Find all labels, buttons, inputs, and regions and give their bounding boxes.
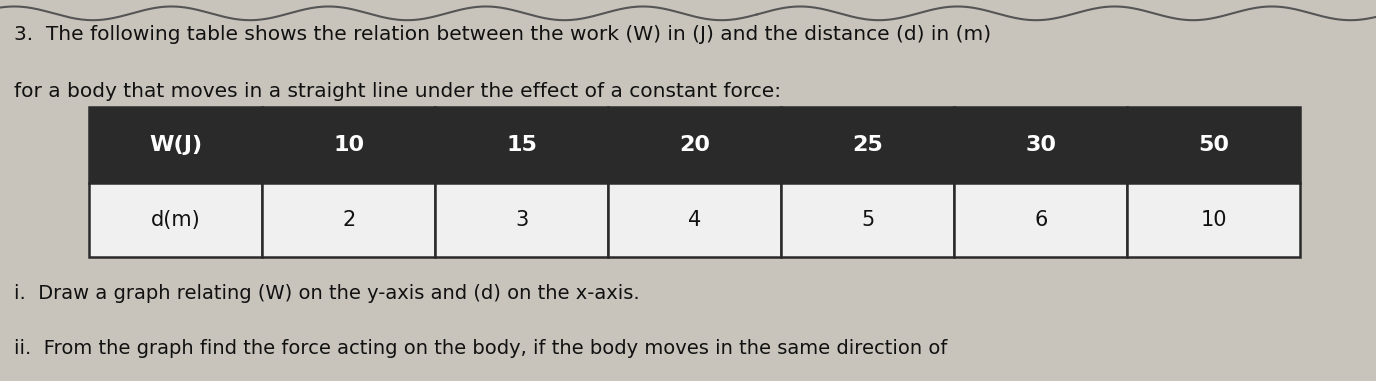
Bar	[782, 183, 955, 257]
Bar	[1127, 107, 1300, 183]
Text: 6: 6	[1035, 210, 1047, 230]
Bar	[1127, 183, 1300, 257]
Text: 15: 15	[506, 135, 538, 155]
Text: ii.  From the graph find the force acting on the body, if the body moves in the : ii. From the graph find the force acting…	[14, 339, 947, 358]
Bar	[435, 183, 608, 257]
Text: 4: 4	[688, 210, 702, 230]
Text: i.  Draw a graph relating (W) on the y-axis and (d) on the x-axis.: i. Draw a graph relating (W) on the y-ax…	[14, 284, 640, 303]
Bar	[608, 107, 782, 183]
Text: 10: 10	[1201, 210, 1227, 230]
Text: 25: 25	[853, 135, 883, 155]
Bar	[955, 107, 1127, 183]
Text: 3.  The following table shows the relation between the work (W) in (J) and the d: 3. The following table shows the relatio…	[14, 25, 991, 44]
Bar	[263, 183, 435, 257]
Bar	[89, 183, 263, 257]
Text: 3: 3	[515, 210, 528, 230]
Text: for a body that moves in a straight line under the effect of a constant force:: for a body that moves in a straight line…	[14, 82, 782, 101]
Text: 20: 20	[680, 135, 710, 155]
Bar	[955, 183, 1127, 257]
Bar	[263, 107, 435, 183]
Bar	[608, 183, 782, 257]
Bar	[89, 107, 263, 183]
Text: 50: 50	[1198, 135, 1229, 155]
Bar	[782, 107, 955, 183]
Text: d(m): d(m)	[151, 210, 201, 230]
Text: 5: 5	[861, 210, 875, 230]
Text: 2: 2	[343, 210, 355, 230]
Text: 30: 30	[1025, 135, 1057, 155]
Text: 10: 10	[333, 135, 365, 155]
Bar	[435, 107, 608, 183]
Text: W(J): W(J)	[150, 135, 202, 155]
